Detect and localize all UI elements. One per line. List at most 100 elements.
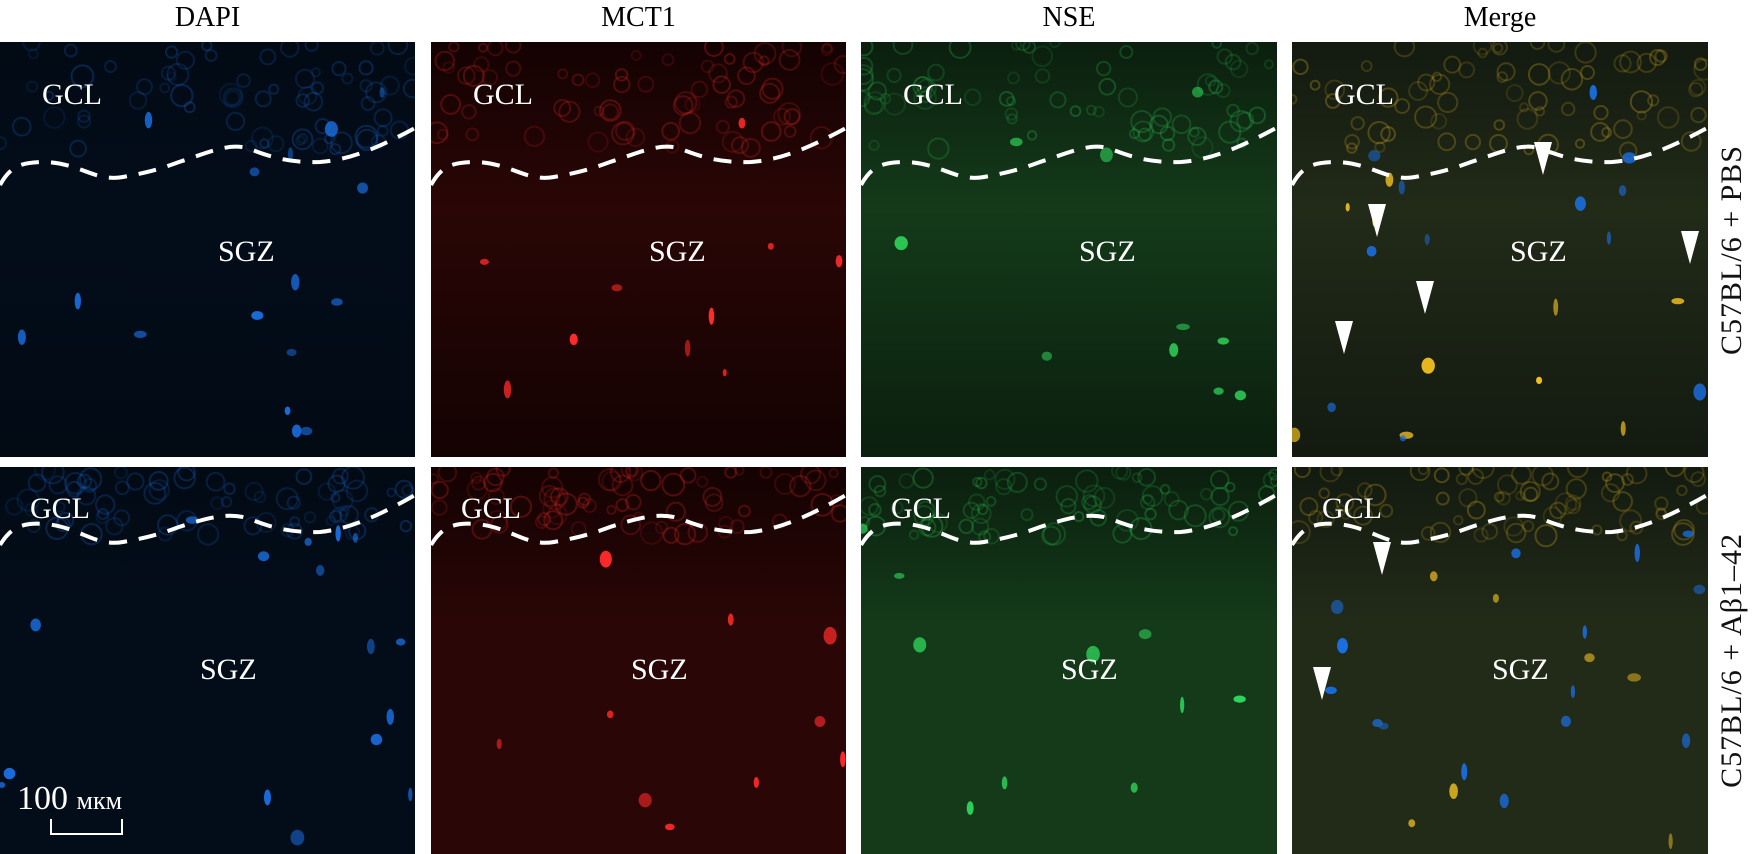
cell-outline	[225, 111, 246, 132]
cell-outline	[1379, 503, 1394, 518]
cell-outline	[1163, 490, 1180, 508]
cell-outline	[1083, 495, 1102, 514]
cell-outline	[1408, 81, 1428, 101]
cell-outline	[1414, 105, 1438, 129]
cell-outline	[1560, 101, 1576, 117]
stained-cell	[1325, 686, 1337, 695]
cell-outline	[1319, 467, 1342, 483]
cell-outline	[1629, 90, 1654, 114]
cell-outline	[339, 505, 359, 525]
stained-cell	[1234, 390, 1247, 401]
cell-outline	[1629, 520, 1644, 535]
stained-cell	[767, 242, 774, 250]
cell-outline	[505, 60, 522, 77]
cell-outline	[1209, 470, 1230, 490]
cell-outline	[1139, 494, 1156, 510]
region-label-gcl: GCL	[461, 492, 521, 525]
cell-outline	[1042, 522, 1067, 546]
stained-cell	[1345, 202, 1350, 212]
cell-outline	[104, 60, 117, 73]
cell-outline	[504, 42, 522, 54]
cell-outline	[760, 121, 782, 142]
stained-cell	[814, 716, 826, 727]
cell-outline	[291, 128, 314, 151]
cell-outline	[236, 73, 251, 88]
cell-outline	[1006, 471, 1028, 493]
cell-outline	[126, 472, 145, 491]
stained-cell	[1606, 231, 1612, 245]
cell-outline	[1574, 138, 1586, 149]
stained-cell	[1499, 793, 1509, 809]
cell-outline	[77, 114, 92, 129]
cell-outline	[615, 498, 630, 513]
cell-outline	[1089, 508, 1108, 527]
stained-cell	[1589, 84, 1597, 100]
cell-outline	[543, 510, 564, 531]
stained-cell	[185, 516, 199, 524]
cell-outline	[1292, 94, 1298, 105]
cell-outline	[310, 81, 325, 95]
cell-outline	[554, 492, 578, 516]
cell-outline	[1196, 73, 1220, 96]
column-header-dapi: DAPI	[174, 2, 241, 33]
region-label-sgz: SGZ	[218, 235, 275, 268]
cell-outline	[1458, 467, 1474, 476]
stained-cell	[144, 111, 153, 129]
cell-outline	[437, 467, 458, 483]
cell-outline	[537, 512, 552, 527]
cell-outline	[830, 504, 846, 523]
cell-outline	[1492, 42, 1504, 54]
cell-outline	[1654, 49, 1668, 63]
cell-outline	[538, 485, 561, 507]
cell-outline	[543, 487, 567, 511]
cell-outline	[1547, 61, 1571, 85]
cell-outline	[912, 76, 934, 98]
stained-cell	[1010, 137, 1023, 147]
cell-outline	[466, 478, 488, 501]
cell-outline	[915, 500, 936, 521]
cell-outline	[1152, 107, 1173, 127]
cell-outline	[777, 101, 801, 126]
cell-outline	[173, 467, 196, 490]
gcl-sgz-boundary-line	[431, 126, 846, 186]
cell-outline	[1159, 484, 1171, 495]
cell-outline	[1335, 493, 1355, 512]
cell-outline	[971, 517, 990, 536]
cell-outline	[166, 71, 177, 82]
cell-outline	[196, 523, 220, 546]
cell-outline	[128, 91, 148, 110]
cell-outline	[387, 42, 409, 56]
cell-outline	[1141, 485, 1164, 507]
cell-outline	[542, 499, 562, 519]
cell-outline	[157, 526, 173, 542]
cell-outline	[970, 503, 992, 525]
cell-outline	[175, 50, 196, 70]
cell-outline	[148, 479, 171, 501]
cell-outline	[913, 86, 937, 110]
cell-outline	[376, 124, 389, 137]
cell-outline	[1613, 119, 1633, 139]
scale-bar-label: 100 мкм	[17, 780, 123, 817]
stained-cell	[861, 523, 868, 534]
cell-outline	[546, 504, 568, 526]
cell-outline	[402, 78, 415, 99]
cell-outline	[1095, 60, 1112, 77]
cell-outline	[1006, 113, 1018, 125]
cell-outline	[1324, 93, 1341, 109]
cell-outline	[1031, 45, 1054, 68]
cell-outline	[94, 494, 116, 515]
cell-outline	[16, 488, 40, 512]
cell-outline	[948, 42, 972, 59]
stained-cell	[335, 525, 341, 542]
cell-outline	[431, 480, 449, 500]
cell-outline	[626, 467, 644, 482]
region-label-sgz: SGZ	[1510, 235, 1567, 268]
stained-cell	[479, 258, 489, 265]
cell-outline	[1110, 467, 1129, 480]
cell-outline	[868, 475, 887, 494]
cell-outline	[253, 490, 267, 504]
cell-outline	[331, 489, 354, 512]
cell-outline	[64, 471, 87, 495]
cell-outline	[868, 502, 882, 517]
cell-outline	[1566, 467, 1589, 479]
